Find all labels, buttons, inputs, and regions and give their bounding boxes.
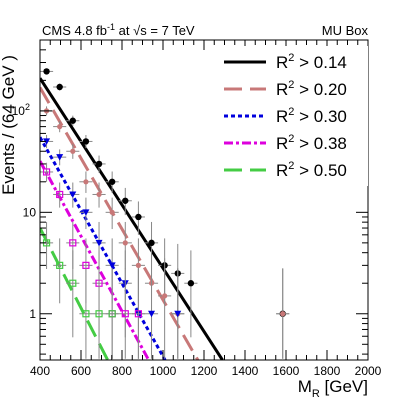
data-point-series-5 <box>105 268 119 359</box>
marker <box>82 310 90 318</box>
data-point-series-3 <box>53 149 67 166</box>
fit-line-series-3 <box>40 136 167 360</box>
marker <box>280 311 286 317</box>
marker <box>82 209 90 216</box>
x-tick-label: 1800 <box>314 364 341 378</box>
data-point-series-5 <box>66 250 80 338</box>
marker <box>69 239 77 247</box>
data-point-series-2 <box>158 258 172 359</box>
x-tick-label: 800 <box>112 364 132 378</box>
legend-background <box>220 46 368 186</box>
data-point-series-2 <box>92 182 106 208</box>
data-point-series-1 <box>105 171 119 193</box>
fit-line-series-5 <box>40 227 109 360</box>
y-tick-label: 102 <box>12 102 30 118</box>
header-experiment-label: CMS 4.8 fb-1 at √s = 7 TeV <box>42 22 195 38</box>
x-tick-label: 2000 <box>355 364 382 378</box>
data-point-series-1 <box>53 83 67 91</box>
marker <box>122 240 128 246</box>
header-box-label: MU Box <box>322 23 369 38</box>
legend: R2 > 0.14 R2 > 0.20 R2 > 0.30 R2 > 0.38 R2 >… <box>220 46 368 186</box>
marker <box>108 310 116 318</box>
marker <box>96 191 102 198</box>
marker <box>95 239 103 247</box>
marker <box>56 190 64 199</box>
data-point-series-1 <box>131 201 145 235</box>
data-point-series-1 <box>66 115 80 126</box>
data-point-series-1 <box>40 68 54 75</box>
marker <box>95 310 103 318</box>
data-point-series-5 <box>92 268 106 359</box>
marker <box>57 124 63 130</box>
data-point-series-5 <box>79 268 93 359</box>
legend-label-series-2: R2 > 0.20 <box>276 79 347 99</box>
axes: 400 600 800 1000 1200 1400 1600 1800 2000 1 10 102 <box>12 39 382 378</box>
marker <box>109 209 115 215</box>
data-point-series-2 <box>105 197 119 230</box>
y-tick-label: 10 <box>23 205 37 219</box>
marker <box>108 178 116 185</box>
marker <box>187 280 195 287</box>
data-point-series-3 <box>79 197 93 230</box>
marker <box>108 262 116 269</box>
data-point-series-1 <box>92 155 106 173</box>
x-tick-label: 1200 <box>191 364 218 378</box>
data-point-series-4 <box>40 162 54 182</box>
y-tick-label: 1 <box>29 307 36 321</box>
marker <box>162 293 168 299</box>
data-point-series-5 <box>53 238 67 304</box>
marker <box>82 261 90 269</box>
plot-clip-group <box>40 68 290 360</box>
data-point-series-1 <box>79 134 93 149</box>
marker <box>69 279 77 287</box>
data-point-series-2 <box>53 121 67 133</box>
x-tick-label: 1600 <box>273 364 300 378</box>
x-tick-label: 1400 <box>232 364 259 378</box>
data-point-series-4 <box>131 268 145 359</box>
marker <box>43 138 51 145</box>
data-point-series-4 <box>118 268 132 359</box>
data-point-series-4 <box>53 182 67 208</box>
data-point-series-2 <box>276 268 290 359</box>
marker <box>69 117 77 124</box>
marker <box>56 261 64 269</box>
marker <box>174 310 182 318</box>
x-tick-label: 1000 <box>150 364 177 378</box>
marker <box>70 148 76 154</box>
legend-label-series-4: R2 > 0.38 <box>276 133 347 153</box>
marker <box>42 168 51 176</box>
data-point-series-3 <box>171 268 185 359</box>
marker <box>56 154 64 161</box>
marker <box>135 262 141 268</box>
legend-label-series-5: R2 > 0.50 <box>276 160 347 180</box>
data-point-series-3 <box>144 268 159 359</box>
marker <box>95 160 103 168</box>
marker <box>82 138 90 145</box>
y-axis-label: Events / (64 GeV ) <box>0 55 18 195</box>
marker <box>83 179 89 185</box>
marker <box>121 310 129 318</box>
fit-line-series-2 <box>40 86 200 360</box>
marker <box>134 310 142 318</box>
legend-label-series-1: R2 > 0.14 <box>276 52 347 72</box>
marker <box>148 239 155 247</box>
legend-label-series-3: R2 > 0.30 <box>276 106 347 126</box>
marker <box>69 191 77 198</box>
marker <box>135 213 142 221</box>
data-point-series-3 <box>66 182 80 208</box>
marker <box>122 197 129 204</box>
marker <box>56 83 63 91</box>
data-point-series-2 <box>66 144 80 159</box>
data-point-series-1 <box>118 187 132 216</box>
marker <box>43 68 50 75</box>
x-tick-label: 400 <box>30 364 50 378</box>
x-tick-label: 600 <box>71 364 91 378</box>
data-point-series-2 <box>79 171 93 193</box>
plot-area <box>40 68 290 360</box>
x-axis-label: MR [GeV] <box>298 377 368 400</box>
fit-line-series-1 <box>40 77 224 360</box>
data-point-series-1 <box>184 250 198 338</box>
marker <box>148 310 156 318</box>
